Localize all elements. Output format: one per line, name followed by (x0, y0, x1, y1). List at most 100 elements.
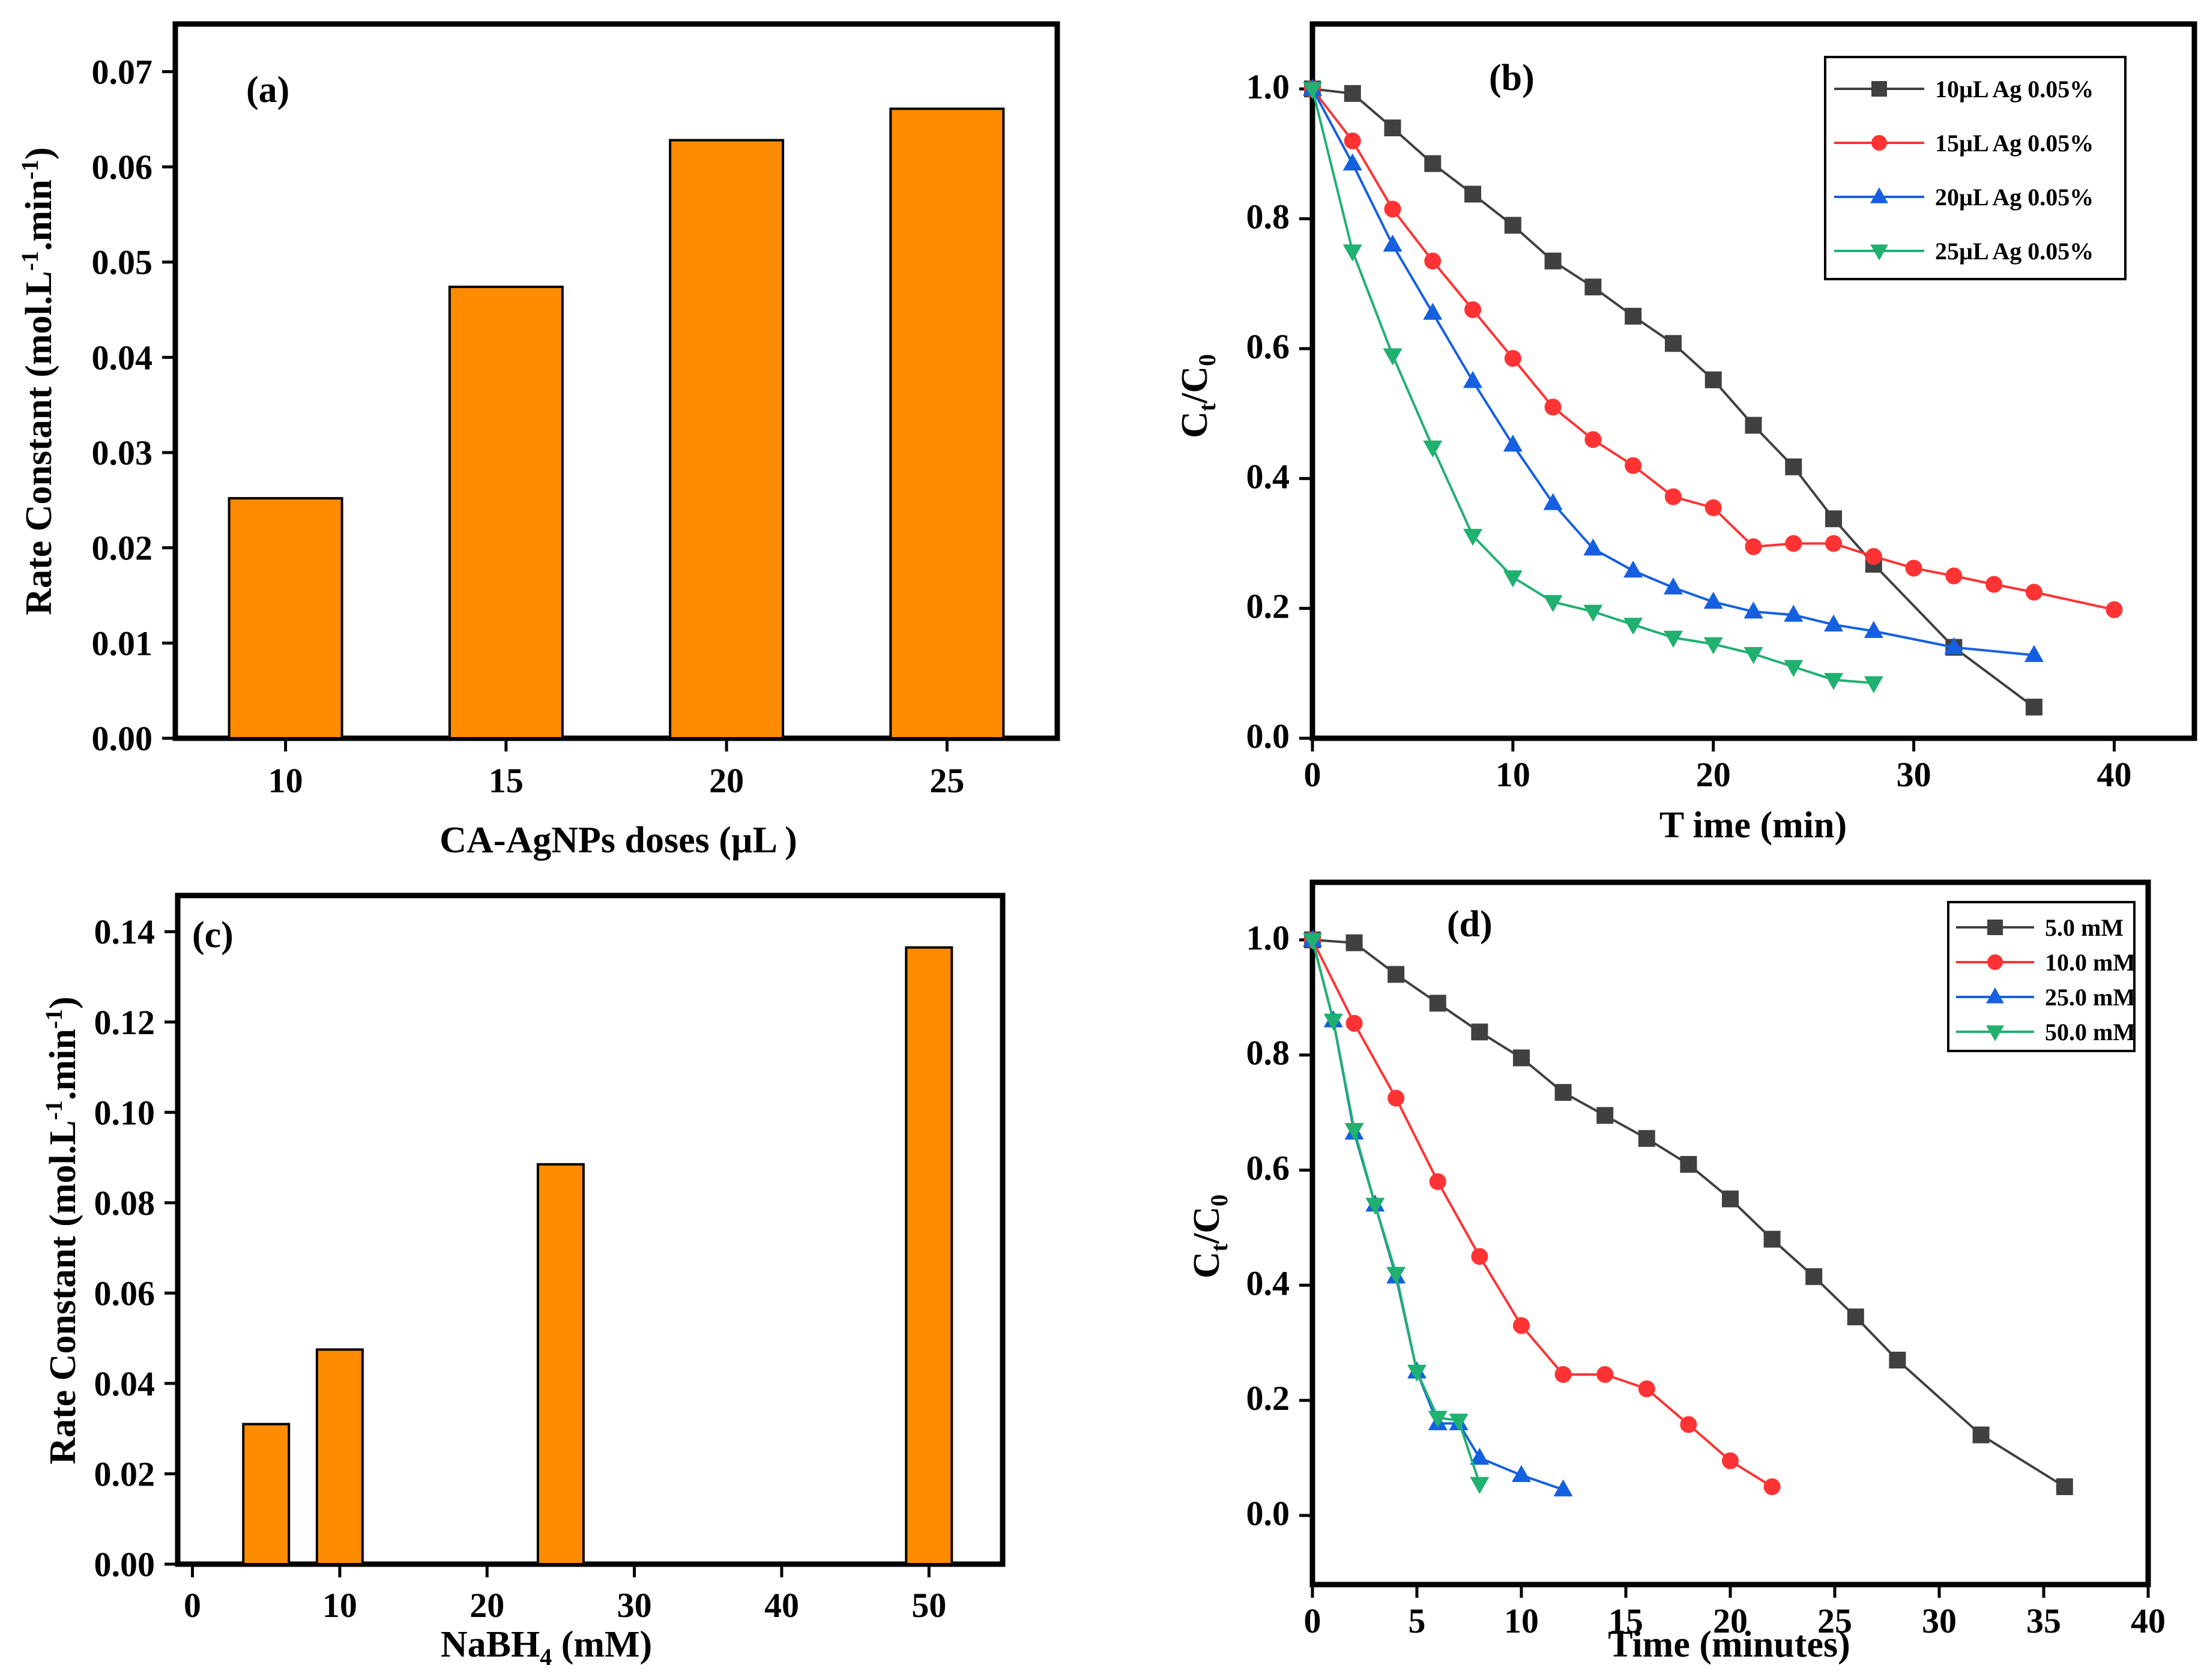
panel-d-data-point (1344, 1122, 1364, 1140)
panel-a-bar (889, 107, 1005, 739)
panel-a-bar (669, 139, 785, 740)
panel-d-data-point (1513, 1317, 1530, 1334)
panel-b-label: (b) (1489, 58, 1535, 98)
panel-b-data-point (2025, 583, 2042, 601)
panel-d-y-title-main: C (1186, 1251, 1227, 1278)
panel-a-y-title-sup1: -1 (16, 251, 43, 271)
panel-c-x-title-main: NaBH (441, 1624, 540, 1665)
panel-b-x-tick-label: 40 (2097, 755, 2131, 794)
panel-c-x-tick-label: 40 (764, 1586, 799, 1625)
panel-c-y-tick-label: 0.08 (94, 1184, 155, 1223)
panel-b-data-point (1544, 252, 1562, 269)
panel-b-data-point (2025, 699, 2042, 716)
panel-a-y-tick-label: 0.00 (92, 719, 153, 758)
panel-b-legend-label: 15µL Ag 0.05% (1935, 130, 2094, 157)
panel-b-data-point (1905, 559, 1922, 577)
panel-a-y-tick-label: 0.01 (92, 624, 153, 663)
panel-d-data-point (1722, 1452, 1739, 1469)
panel-d-data-point (1471, 1248, 1488, 1265)
panel-d-data-point (1471, 1023, 1488, 1041)
panel-b-data-point (1342, 244, 1362, 262)
panel-b-data-point (1424, 252, 1442, 269)
panel-c-y-axis-title: Rate Constant (mol.L-1.min-1) (40, 996, 83, 1465)
panel-d-data-point (1889, 1351, 1906, 1368)
panel-b-legend-marker (1871, 81, 1887, 97)
panel-a-axes-frame (172, 21, 1060, 741)
panel-a-y-tick-label: 0.05 (92, 243, 153, 282)
panel-d-data-point (1680, 1155, 1697, 1173)
panel-b-data-point (1503, 435, 1523, 452)
panel-c-axes-frame (175, 893, 1006, 1567)
panel-d-legend-label: 5.0 mM (2045, 914, 2124, 941)
panel-c-x-tick-label: 50 (911, 1586, 946, 1625)
panel-d-x-tick-label: 20 (1713, 1601, 1748, 1640)
panel-b-y-title-sub2: 0 (1194, 354, 1221, 366)
panel-d-data-point (1638, 1380, 1655, 1397)
panel-b-line-chart: 0.0 0.2 0.4 0.6 0.8 1.0 0 10 20 30 40 (b) T ime (m… (1174, 21, 2197, 846)
panel-b-data-point (1464, 301, 1482, 318)
panel-b-y-axis-title: Ct/C0 (1174, 354, 1221, 438)
panel-c-y-title-sup2: -1 (40, 1009, 67, 1029)
panel-b-data-point (1704, 371, 1722, 388)
panel-b-y-tick-label: 0.6 (1246, 327, 1290, 366)
panel-b-data-point (1463, 371, 1483, 388)
panel-d-y-tick-label: 1.0 (1246, 918, 1290, 957)
panel-d-data-point (1763, 1478, 1781, 1495)
panel-d-data-point (1387, 1089, 1405, 1107)
panel-c-y-tick-label: 0.06 (94, 1274, 155, 1313)
panel-d-data-point (1638, 1130, 1655, 1147)
panel-d-y-tick-label: 0.4 (1246, 1263, 1290, 1302)
panel-c-y-tick-label: 0.00 (94, 1545, 155, 1584)
panel-a-x-tick-label: 25 (929, 761, 964, 800)
panel-b-y-tick-label: 0.4 (1246, 457, 1290, 496)
panel-b-data-point (1424, 155, 1442, 172)
panel-b-data-point (1583, 604, 1603, 622)
panel-b-data-point (1745, 538, 1762, 555)
panel-d-x-tick-label: 0 (1304, 1601, 1321, 1640)
panel-b-y-title-main: C (1174, 411, 1215, 438)
panel-b-data-point (1625, 457, 1642, 474)
panel-b-data-point (2106, 601, 2123, 618)
panel-d-x-tick-label: 30 (1922, 1601, 1957, 1640)
panel-c-x-title-end: (mM) (552, 1624, 652, 1665)
panel-b-y-tick-label: 1.0 (1246, 67, 1290, 106)
panel-d-y-tick-label: 0.8 (1246, 1034, 1290, 1073)
panel-c-y-title-sup1: -1 (40, 1100, 67, 1120)
panel-c-y-tick-label: 0.10 (94, 1093, 155, 1132)
panel-d-data-point (1596, 1107, 1614, 1124)
panel-d-legend-label: 50.0 mM (2045, 1019, 2136, 1046)
panel-d-marks: 0.0 0.2 0.4 0.6 0.8 1.0 0 5 10 15 20 25 30 35 40 (1246, 918, 2166, 1640)
panel-d-data-point (1387, 966, 1405, 983)
panel-a-y-title-main: Rate Constant (mol.L (19, 271, 59, 615)
panel-b-data-point (1583, 538, 1603, 556)
panel-c-x-tick-label: 30 (617, 1586, 652, 1625)
panel-b-data-point (1825, 510, 1843, 528)
panel-b-data-point (1584, 431, 1602, 448)
panel-a-bar (228, 497, 343, 739)
panel-c-bar (536, 1163, 585, 1566)
panel-d-x-tick-label: 25 (1817, 1601, 1852, 1640)
panel-b-data-point (1544, 399, 1562, 416)
panel-b-data-point (1864, 621, 1883, 638)
panel-a-y-title-sup2: -1 (16, 160, 43, 179)
panel-b-data-point (1504, 217, 1521, 234)
panel-d-data-point (1553, 1479, 1573, 1497)
panel-b-x-tick-label: 10 (1496, 755, 1530, 794)
panel-d-data-point (1805, 1268, 1823, 1285)
panel-b-data-point (1865, 548, 1882, 565)
panel-b-data-point (1744, 646, 1763, 664)
panel-d-data-point (1345, 1014, 1363, 1032)
panel-b-data-point (1703, 637, 1723, 655)
panel-c-y-title-mid: .min (43, 1029, 83, 1100)
panel-b-data-point (1384, 200, 1401, 218)
panel-c-bar (315, 1348, 364, 1566)
panel-a-x-axis-title: CA-AgNPs doses (µL ) (439, 820, 797, 861)
panel-c-y-title-main: Rate Constant (mol.L (43, 1120, 83, 1464)
panel-d-data-point (1386, 1266, 1406, 1284)
panel-b-x-tick-label: 30 (1897, 755, 1931, 794)
panel-d-x-axis-title: Time (minutes) (1608, 1624, 1850, 1665)
panel-b-axes-frame (1309, 21, 2197, 741)
panel-b-data-point (1543, 493, 1563, 510)
panel-d-y-tick-label: 0.0 (1246, 1494, 1290, 1533)
panel-b-data-point (1785, 535, 1802, 552)
